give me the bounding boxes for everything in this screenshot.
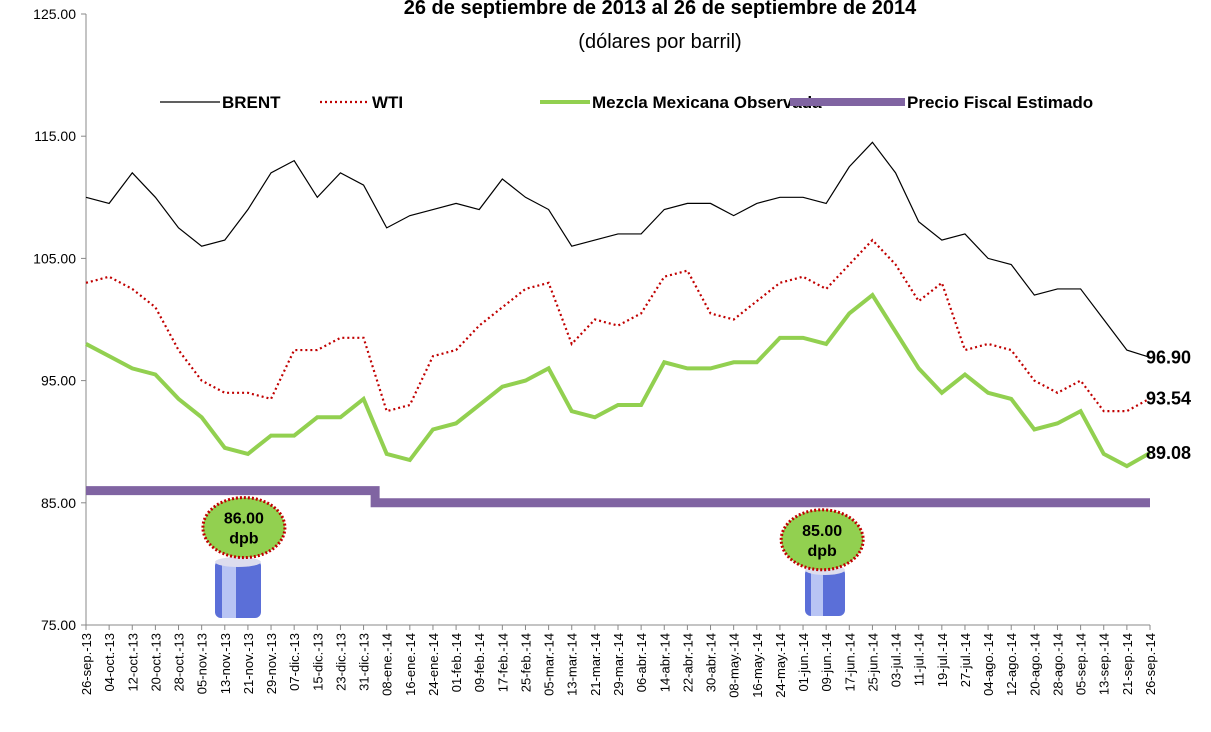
x-tick-label: 16-ene.-14 xyxy=(403,633,418,696)
x-tick-label: 08-ene.-14 xyxy=(380,633,395,696)
legend-label: BRENT xyxy=(222,93,281,112)
chart-subtitle: (dólares por barril) xyxy=(578,31,741,53)
x-tick-label: 01-jun.-14 xyxy=(796,633,811,692)
x-tick-label: 20-oct.-13 xyxy=(148,633,163,692)
x-tick-label: 04-ago.-14 xyxy=(981,633,996,696)
x-tick-label: 08-may.-14 xyxy=(727,633,742,698)
x-tick-label: 13-nov.-13 xyxy=(218,633,233,694)
x-tick-label: 15-dic.-13 xyxy=(310,633,325,691)
end-label: 93.54 xyxy=(1146,388,1191,408)
x-tick-label: 03-jul.-14 xyxy=(889,633,904,687)
x-tick-label: 14-abr.-14 xyxy=(657,633,672,692)
x-tick-label: 29-mar.-14 xyxy=(611,633,626,696)
x-tick-label: 05-mar.-14 xyxy=(542,633,557,696)
end-label: 96.90 xyxy=(1146,347,1191,367)
series-line xyxy=(85,238,1151,413)
y-tick-label: 115.00 xyxy=(34,128,76,144)
x-tick-label: 12-ago.-14 xyxy=(1004,633,1019,696)
annotation-text: 85.00 xyxy=(802,523,842,540)
y-tick-label: 105.00 xyxy=(33,250,76,266)
annotation-text: dpb xyxy=(808,543,838,560)
annotation-text: dpb xyxy=(229,531,259,548)
annotation-bubble xyxy=(201,496,287,560)
series-line xyxy=(85,141,1151,358)
legend-label: Mezcla Mexicana Observada xyxy=(592,93,822,112)
legend-label: Precio Fiscal Estimado xyxy=(907,93,1093,112)
x-tick-label: 04-oct.-13 xyxy=(102,633,117,692)
x-tick-label: 21-mar.-14 xyxy=(588,633,603,696)
y-tick-label: 125.00 xyxy=(33,6,76,22)
x-tick-label: 12-oct.-13 xyxy=(125,633,140,692)
x-tick-label: 07-dic.-13 xyxy=(287,633,302,691)
x-tick-label: 29-nov.-13 xyxy=(264,633,279,694)
y-tick-label: 95.00 xyxy=(41,373,76,389)
series-line xyxy=(85,292,1151,469)
x-tick-label: 13-sep.-14 xyxy=(1097,633,1112,695)
x-tick-label: 24-may.-14 xyxy=(773,633,788,698)
y-tick-label: 75.00 xyxy=(41,617,76,633)
x-tick-label: 26-sep.-14 xyxy=(1143,633,1158,695)
x-tick-label: 22-abr.-14 xyxy=(680,633,695,692)
x-tick-label: 26-sep.-13 xyxy=(79,633,94,695)
end-label: 89.08 xyxy=(1146,443,1191,463)
barrel-icon xyxy=(215,557,845,618)
x-tick-label: 05-sep.-14 xyxy=(1074,633,1089,695)
x-tick-label: 06-abr.-14 xyxy=(634,633,649,692)
x-tick-label: 28-oct.-13 xyxy=(172,633,187,692)
x-tick-label: 21-sep.-14 xyxy=(1120,633,1135,695)
x-tick-label: 28-ago.-14 xyxy=(1050,633,1065,696)
x-tick-label: 09-feb.-14 xyxy=(472,633,487,692)
x-tick-label: 19-jul.-14 xyxy=(935,633,950,687)
x-tick-label: 21-nov.-13 xyxy=(241,633,256,694)
x-tick-label: 25-jun.-14 xyxy=(865,633,880,692)
x-tick-label: 20-ago.-14 xyxy=(1027,633,1042,696)
x-tick-label: 31-dic.-13 xyxy=(357,633,372,691)
legend-label: WTI xyxy=(372,93,403,112)
x-tick-label: 24-ene.-14 xyxy=(426,633,441,696)
x-tick-label: 11-jul.-14 xyxy=(912,633,927,686)
x-tick-label: 01-feb.-14 xyxy=(449,633,464,692)
chart-title: 26 de septiembre de 2013 al 26 de septie… xyxy=(404,0,917,19)
x-tick-label: 09-jun.-14 xyxy=(819,633,834,692)
x-tick-label: 25-feb.-14 xyxy=(518,633,533,692)
x-tick-label: 23-dic.-13 xyxy=(333,633,348,691)
y-tick-label: 85.00 xyxy=(41,495,76,511)
x-tick-label: 05-nov.-13 xyxy=(195,633,210,694)
x-tick-label: 17-feb.-14 xyxy=(495,633,510,692)
annotation-bubble xyxy=(779,508,865,572)
x-tick-label: 30-abr.-14 xyxy=(704,633,719,692)
annotation-text: 86.00 xyxy=(224,511,264,528)
x-tick-label: 17-jun.-14 xyxy=(842,633,857,692)
x-tick-label: 13-mar.-14 xyxy=(565,633,580,696)
x-tick-label: 27-jul.-14 xyxy=(958,633,973,687)
series-line xyxy=(86,486,1150,508)
x-tick-label: 16-may.-14 xyxy=(750,633,765,698)
